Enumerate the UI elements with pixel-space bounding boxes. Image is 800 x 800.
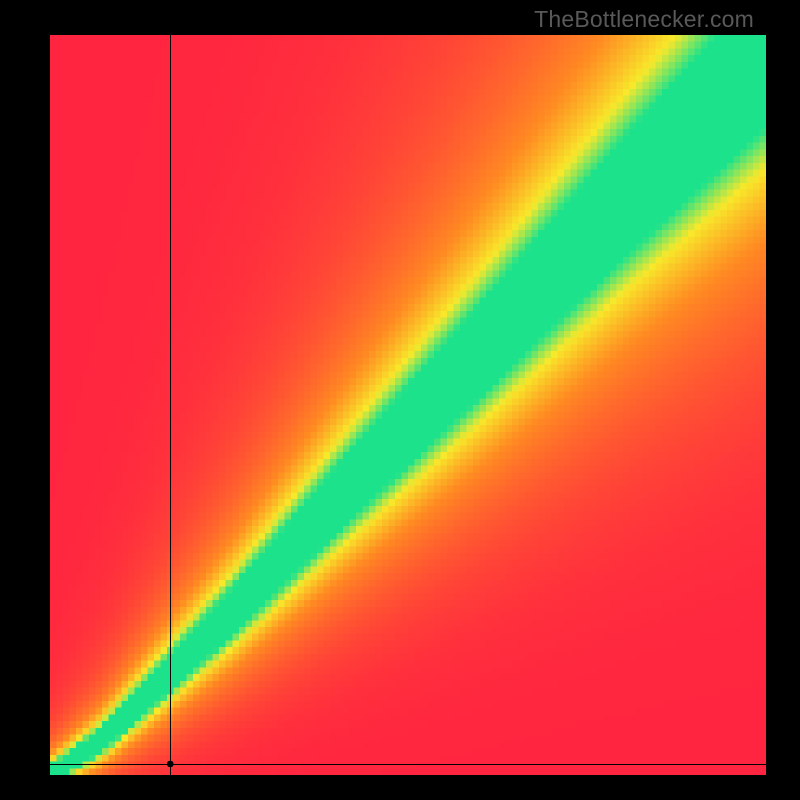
crosshair-overlay — [50, 35, 766, 775]
chart-container: TheBottlenecker.com — [0, 0, 800, 800]
watermark-text: TheBottlenecker.com — [534, 6, 754, 33]
